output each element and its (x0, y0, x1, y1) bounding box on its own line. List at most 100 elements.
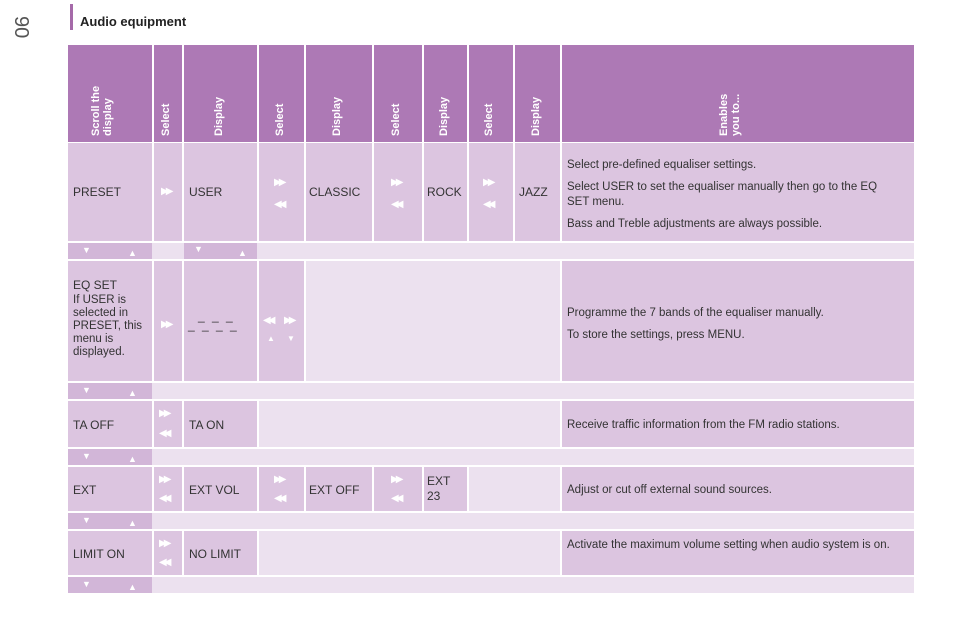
row-ext-display-2: EXT OFF (306, 467, 372, 511)
row-eqset-select-2: ◀◀ ▶▶ ▲ ▼ (259, 261, 304, 381)
header-label: Display (212, 96, 225, 136)
row-limit-empty (259, 531, 560, 575)
row-preset-description: Select pre-defined equaliser settings. S… (562, 143, 914, 241)
row-eqset-display-1: _ _ _ _ _ _ _ (184, 261, 257, 381)
eq-bands-bottom: _ _ _ _ (188, 318, 239, 332)
row-ta-empty (259, 401, 560, 447)
rewind-icon: ◀◀ (159, 557, 172, 568)
row-limit-description: Activate the maximum volume setting when… (562, 531, 914, 575)
cell-text: EXT 23 (427, 474, 451, 503)
row-ta-description: Receive traffic information from the FM … (562, 401, 914, 447)
fast-forward-icon: ▶▶ (159, 474, 172, 485)
down-arrow-icon: ▼ (82, 515, 91, 525)
cell-text: ROCK (427, 185, 462, 199)
fast-forward-icon: ▶▶ (483, 177, 496, 188)
separator-band: ▼ ▲ (68, 383, 914, 399)
cell-text: TA ON (189, 418, 225, 432)
cell-text: EXT OFF (309, 483, 360, 497)
row-ext-description: Adjust or cut off external sound sources… (562, 467, 914, 511)
rewind-icon: ◀◀ (263, 315, 276, 326)
row-limit-scroll: LIMIT ON (68, 531, 152, 575)
cell-text: NO LIMIT (189, 547, 242, 561)
header-display-3: Display (424, 45, 467, 142)
down-arrow-icon: ▼ (82, 579, 91, 589)
down-arrow-icon: ▼ (82, 385, 91, 395)
fast-forward-icon: ▶▶ (161, 186, 174, 197)
cell-text: PRESET (73, 185, 122, 199)
description-line: Programme the 7 bands of the equaliser m… (567, 307, 824, 319)
up-arrow-icon: ▲ (128, 388, 137, 398)
row-limit-select-1: ▶▶ ◀◀ (154, 531, 182, 575)
up-arrow-icon: ▲ (238, 248, 247, 258)
header-select-3: Select (374, 45, 422, 142)
description-line: Select USER to set the equaliser manuall… (567, 181, 878, 208)
row-ext-display-3: EXT 23 (424, 467, 467, 511)
fast-forward-icon: ▶▶ (159, 538, 172, 549)
header-label: Display (529, 96, 542, 136)
row-ext-display-1: EXT VOL (184, 467, 257, 511)
up-arrow-icon: ▲ (128, 248, 137, 258)
down-arrow-icon: ▼ (82, 245, 91, 255)
fast-forward-icon: ▶▶ (391, 177, 404, 188)
row-preset-display-1: USER (184, 143, 257, 241)
cell-text: CLASSIC (309, 185, 361, 199)
cell-text: EXT VOL (189, 483, 240, 497)
separator-band: ▼ ▲ (68, 577, 914, 593)
row-preset-select-2: ▶▶ ◀◀ (259, 143, 304, 241)
section-rule (70, 4, 73, 30)
rewind-icon: ◀◀ (274, 493, 287, 504)
rewind-icon: ◀◀ (391, 493, 404, 504)
row-preset-select-3: ▶▶ ◀◀ (374, 143, 422, 241)
cell-text: JAZZ (519, 185, 548, 199)
rewind-icon: ◀◀ (159, 428, 172, 439)
header-label: Display (437, 96, 450, 136)
separator-band: ▼ ▲ (68, 449, 914, 465)
header-select-2: Select (259, 45, 304, 142)
down-arrow-icon: ▼ (287, 334, 295, 343)
header-label: Select (160, 103, 172, 136)
fast-forward-icon: ▶▶ (159, 408, 172, 419)
up-arrow-icon: ▲ (128, 518, 137, 528)
header-label: Scroll the display (90, 85, 114, 136)
rewind-icon: ◀◀ (483, 199, 496, 210)
rewind-icon: ◀◀ (274, 199, 287, 210)
eq-bands-top: _ _ _ (198, 309, 235, 323)
rewind-icon: ◀◀ (391, 199, 404, 210)
description-line: Adjust or cut off external sound sources… (567, 484, 772, 496)
down-arrow-icon: ▼ (194, 244, 203, 254)
fast-forward-icon: ▶▶ (284, 315, 297, 326)
row-ta-display-1: TA ON (184, 401, 257, 447)
cell-text: TA OFF (73, 418, 115, 432)
fast-forward-icon: ▶▶ (274, 177, 287, 188)
row-preset-select-4: ▶▶ ◀◀ (469, 143, 513, 241)
fast-forward-icon: ▶▶ (161, 319, 174, 330)
fast-forward-icon: ▶▶ (391, 474, 404, 485)
row-limit-display-1: NO LIMIT (184, 531, 257, 575)
up-arrow-icon: ▲ (267, 334, 275, 343)
separator-band: ▼ ▲ ▼ ▲ (68, 243, 914, 259)
up-arrow-icon: ▲ (128, 454, 137, 464)
header-enables: Enables you to... (562, 45, 914, 142)
header-label: Select (390, 103, 402, 136)
page-number: 90 (10, 16, 32, 39)
cell-note: If USER is selected in PRESET, this menu… (73, 294, 143, 358)
header-scroll: Scroll the display (68, 45, 152, 142)
header-label: Select (483, 103, 495, 136)
down-arrow-icon: ▼ (82, 451, 91, 461)
header-display-4: Display (515, 45, 560, 142)
row-preset-display-4: JAZZ (515, 143, 560, 241)
header-label: Select (273, 103, 286, 136)
cell-text: USER (189, 185, 223, 199)
row-eqset-empty (306, 261, 560, 381)
header-label: Display (331, 96, 343, 136)
description-line: Bass and Treble adjustments are always p… (567, 218, 823, 230)
row-eqset-scroll: EQ SET If USER is selected in PRESET, th… (68, 261, 152, 381)
header-select-1: Select (154, 45, 182, 142)
section-title: Audio equipment (80, 14, 187, 29)
row-preset-display-3: ROCK (424, 143, 467, 241)
row-eqset-select-1: ▶▶ (154, 261, 182, 381)
row-preset-scroll: PRESET (68, 143, 152, 241)
row-ta-scroll: TA OFF (68, 401, 152, 447)
rewind-icon: ◀◀ (159, 493, 172, 504)
description-line: Select pre-defined equaliser settings. (567, 159, 757, 171)
